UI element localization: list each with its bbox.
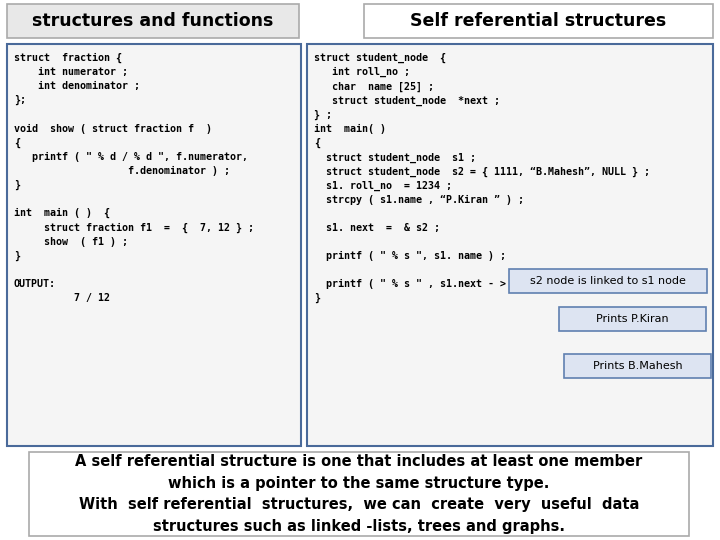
FancyBboxPatch shape [509, 269, 707, 293]
Text: struct  fraction {
    int numerator ;
    int denominator ;
};

void  show ( st: struct fraction { int numerator ; int de… [14, 53, 254, 303]
FancyBboxPatch shape [29, 452, 689, 536]
Text: structures and functions: structures and functions [32, 12, 274, 30]
Text: Prints B.Mahesh: Prints B.Mahesh [593, 361, 683, 371]
FancyBboxPatch shape [7, 44, 301, 446]
Text: Self referential structures: Self referential structures [410, 12, 667, 30]
FancyBboxPatch shape [559, 307, 706, 331]
FancyBboxPatch shape [564, 354, 711, 378]
Text: s2 node is linked to s1 node: s2 node is linked to s1 node [530, 276, 686, 286]
Text: Prints P.Kiran: Prints P.Kiran [596, 314, 669, 324]
Text: A self referential structure is one that includes at least one member
which is a: A self referential structure is one that… [76, 454, 643, 534]
FancyBboxPatch shape [307, 44, 713, 446]
FancyBboxPatch shape [7, 4, 299, 38]
Text: struct student_node  {
   int roll_no ;
   char  name [25] ;
   struct student_n: struct student_node { int roll_no ; char… [314, 53, 650, 303]
FancyBboxPatch shape [364, 4, 713, 38]
